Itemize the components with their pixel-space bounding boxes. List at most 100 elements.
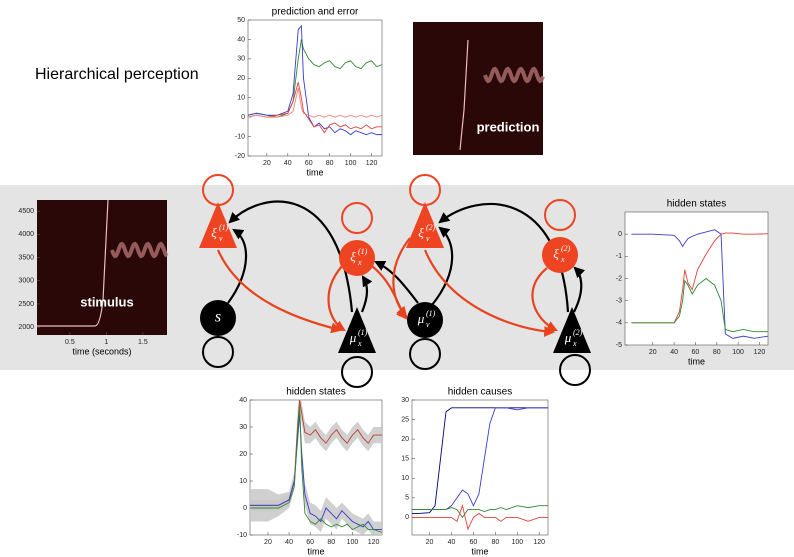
x-tick-label: 1 — [104, 339, 108, 346]
series-line — [412, 504, 548, 531]
self-loop — [202, 336, 234, 368]
node-sub: v — [219, 234, 223, 243]
node-sup: (1) — [358, 328, 368, 337]
x-tick-label: 80 — [327, 539, 335, 546]
x-tick-label: 0.5 — [65, 339, 75, 346]
node-sup: (1) — [358, 247, 368, 256]
node: μ x (2) — [553, 307, 591, 386]
node-sub: x — [357, 339, 362, 348]
node-sup: (2) — [561, 244, 571, 253]
series-line — [248, 24, 382, 136]
y-tick-label: -5 — [616, 342, 622, 349]
node-symbol: ξ — [553, 246, 559, 261]
node-symbol: ξ — [418, 225, 424, 240]
y-tick-label: 40 — [237, 36, 245, 43]
self-loop — [341, 356, 373, 388]
node-sup: (1) — [426, 309, 436, 318]
diagram-arrows — [216, 200, 586, 337]
x-axis-label: time — [307, 546, 324, 556]
node-triangle — [199, 202, 237, 248]
y-tick-label: 50 — [237, 17, 245, 24]
y-tick-label: 20 — [237, 75, 245, 82]
y-tick-label: 5 — [405, 495, 409, 502]
spectrogram — [37, 200, 167, 335]
node-circle — [200, 300, 236, 336]
x-tick-label: 120 — [754, 349, 766, 356]
node-sub: v — [426, 234, 430, 243]
x-tick-label: 120 — [368, 539, 380, 546]
self-loop — [409, 338, 441, 370]
y-tick-label: 10 — [401, 475, 409, 482]
node-symbol: ξ — [350, 249, 356, 264]
node-sub: x — [560, 255, 565, 264]
x-tick-label: 120 — [533, 539, 545, 546]
node-symbol: μ — [564, 330, 572, 345]
node-sup: (1) — [219, 223, 229, 232]
series-line — [412, 505, 548, 519]
node-symbol: μ — [349, 330, 357, 345]
x-tick-label: 100 — [345, 160, 357, 167]
x-tick-label: 60 — [305, 160, 313, 167]
series-line — [250, 413, 382, 531]
x-tick-label: 20 — [263, 160, 271, 167]
node-sub: x — [357, 258, 362, 267]
y-tick-label: 0 — [241, 114, 245, 121]
plot-area — [624, 211, 769, 346]
series-line — [248, 82, 382, 134]
series-line — [631, 277, 768, 333]
node-triangle — [406, 202, 444, 248]
y-tick-label: -4 — [616, 320, 622, 327]
chart: -20 -10 0 10 20 30 40 50 20 40 60 80 100 120 predictio… — [235, 7, 383, 177]
trace — [110, 241, 169, 259]
x-tick-label: 20 — [649, 349, 657, 356]
node: ξ v (2) — [406, 174, 444, 248]
chart: -10 0 10 20 30 40 20 40 60 80 100 120 hidden states t… — [237, 387, 383, 556]
y-tick-label: 0 — [243, 505, 247, 512]
chart-title: hidden states — [286, 387, 346, 398]
y-tick-label: 3000 — [18, 278, 34, 285]
y-tick-label: 3500 — [18, 254, 34, 261]
self-loop — [559, 354, 591, 386]
node-triangle — [338, 307, 376, 353]
x-tick-label: 120 — [366, 160, 378, 167]
x-tick-label: 80 — [326, 160, 334, 167]
node: ξ x (1) — [339, 202, 375, 276]
series-line — [631, 229, 768, 339]
node-sub: x — [572, 339, 577, 348]
y-tick-label: -20 — [235, 153, 245, 160]
y-tick-label: 20 — [401, 436, 409, 443]
x-tick-label: 40 — [448, 539, 456, 546]
chart-title: prediction and error — [272, 7, 359, 18]
x-tick-label: 100 — [511, 539, 523, 546]
y-tick-label: 10 — [237, 95, 245, 102]
y-tick-label: -10 — [235, 133, 245, 140]
node: μ v (1) — [407, 302, 443, 370]
node-sub: v — [426, 320, 430, 329]
x-tick-label: 40 — [670, 349, 678, 356]
y-tick-label: 20 — [239, 451, 247, 458]
node-circle — [339, 240, 375, 276]
x-tick-label: 60 — [692, 349, 700, 356]
chart-title: hidden states — [667, 199, 727, 210]
y-tick-label: 2500 — [18, 301, 34, 308]
y-tick-label: 40 — [239, 397, 247, 404]
x-tick-label: 100 — [347, 539, 359, 546]
prediction-image: prediction — [413, 22, 545, 155]
image-label: stimulus — [80, 294, 133, 309]
x-axis-label: time (seconds) — [72, 346, 131, 356]
y-tick-label: 4000 — [18, 231, 34, 238]
node-circle — [542, 237, 578, 273]
x-tick-label: 60 — [470, 539, 478, 546]
x-tick-label: 60 — [306, 539, 314, 546]
y-tick-label: 25 — [401, 416, 409, 423]
x-axis-label: time — [306, 167, 323, 177]
series-line — [412, 407, 548, 514]
series-line — [631, 232, 768, 324]
node: ξ v (1) — [199, 174, 237, 248]
node-circle — [407, 302, 443, 338]
y-tick-label: -2 — [616, 275, 622, 282]
chart: stimulus 2000 2500 3000 3500 4000 4500 0.5 1 1.5 t… — [18, 199, 169, 356]
node-sup: (2) — [426, 223, 436, 232]
x-tick-label: 40 — [285, 539, 293, 546]
node: μ x (1) — [338, 307, 376, 388]
